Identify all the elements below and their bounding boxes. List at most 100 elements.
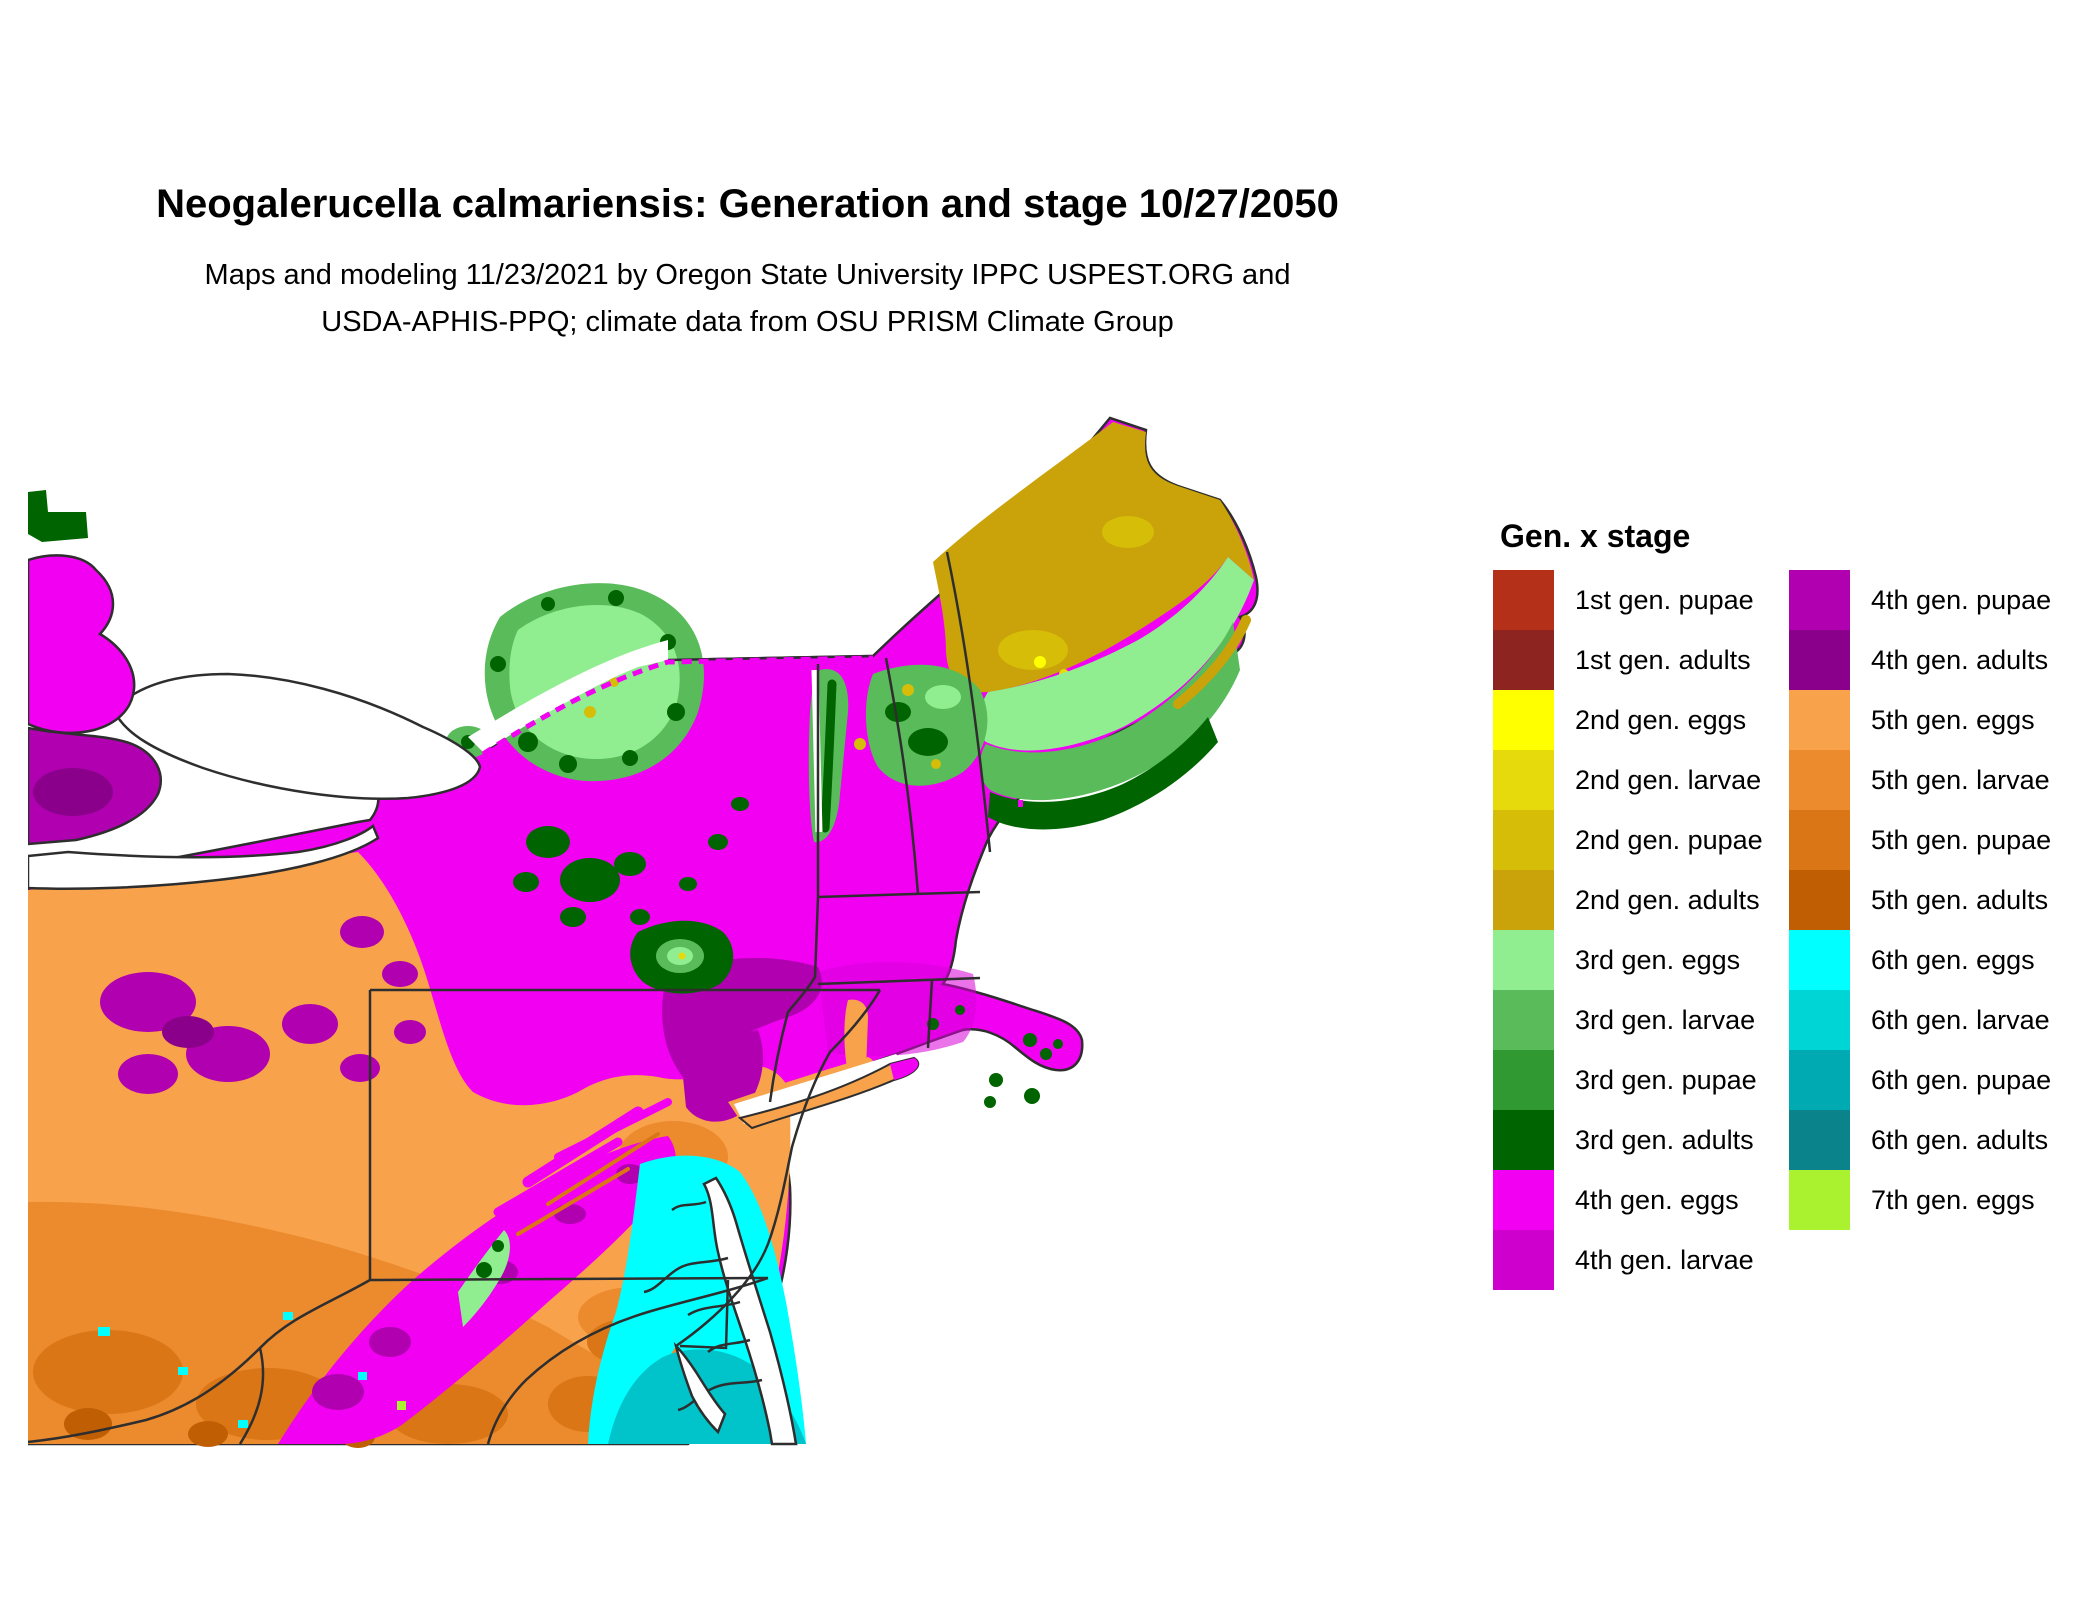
adirondacks-gold-speck2 xyxy=(609,677,619,687)
border-ri-ct xyxy=(926,979,934,1049)
legend-label: 2nd gen. pupae xyxy=(1575,824,1763,855)
region-maine-coast-gold-fringe xyxy=(1173,615,1251,709)
phenology-map xyxy=(28,412,1268,1452)
region-green-mountains-dark xyxy=(820,679,837,833)
region-shenandoah-dark1 xyxy=(476,1262,492,1278)
region-purple-west-pa xyxy=(100,916,426,1094)
legend-swatch xyxy=(1789,750,1850,810)
chesapeake-bay xyxy=(702,1176,798,1446)
nh-gold-speck1 xyxy=(902,684,914,696)
st-lawrence-river xyxy=(468,640,668,752)
lake-erie xyxy=(28,823,380,890)
region-maine-yellow1 xyxy=(1034,656,1046,668)
border-ny-ct xyxy=(768,896,820,1103)
legend-label: 6th gen. larvae xyxy=(1871,1004,2050,1035)
legend-column-2: 4th gen. pupae 4th gen. adults 5th gen. eg… xyxy=(1789,570,2051,1230)
legend-label: 4th gen. adults xyxy=(1871,644,2049,675)
region-allegheny-dark-green xyxy=(513,797,749,927)
legend-label: 6th gen. pupae xyxy=(1871,1064,2052,1095)
border-mason-dixon xyxy=(369,1276,769,1282)
border-de-md xyxy=(679,1279,730,1350)
map-title: Neogalerucella calmariensis: Generation … xyxy=(156,182,1339,226)
border-ohio-river xyxy=(28,1278,371,1444)
border-ma-north xyxy=(817,890,981,899)
cyan-specks xyxy=(98,1312,367,1428)
border-ma-south xyxy=(817,976,981,986)
region-ontario-magenta xyxy=(28,554,136,735)
legend-swatch xyxy=(1493,1110,1554,1170)
region-orange-mid-band xyxy=(28,1201,676,1444)
legend-item: 3rd gen. pupae xyxy=(1493,1050,1763,1110)
legend-item: 6th gen. eggs xyxy=(1789,930,2051,990)
region-maine-midgreen xyxy=(979,622,1240,801)
region-nw-dark-green xyxy=(28,490,88,542)
legend-label: 4th gen. larvae xyxy=(1575,1244,1754,1275)
ridge-stripes xyxy=(493,1098,672,1236)
region-long-island-east-magenta xyxy=(890,1058,919,1080)
legend-swatch xyxy=(1493,870,1554,930)
region-ontario-purple-dark xyxy=(33,768,113,816)
region-shenandoah-dark2 xyxy=(492,1240,504,1252)
legend-item: 4th gen. eggs xyxy=(1493,1170,1763,1230)
legend-swatch xyxy=(1789,990,1850,1050)
legend-swatch xyxy=(1493,810,1554,870)
legend-swatch xyxy=(1789,570,1850,630)
legend-label: 1st gen. adults xyxy=(1575,644,1751,675)
legend-item: 2nd gen. larvae xyxy=(1493,750,1763,810)
legend-label: 6th gen. adults xyxy=(1871,1124,2049,1155)
legend-swatch xyxy=(1493,690,1554,750)
legend-item: 2nd gen. pupae xyxy=(1493,810,1763,870)
legend-item: 5th gen. eggs xyxy=(1789,690,2051,750)
legend-label: 2nd gen. larvae xyxy=(1575,764,1762,795)
legend-swatch xyxy=(1789,810,1850,870)
subtitle-line-1: Maps and modeling 11/23/2021 by Oregon S… xyxy=(204,259,1291,291)
legend-swatch xyxy=(1789,1050,1850,1110)
border-nh-me xyxy=(945,551,992,853)
lake-ontario xyxy=(112,672,482,801)
legend-label: 3rd gen. pupae xyxy=(1575,1064,1757,1095)
delaware-bay xyxy=(673,1341,727,1435)
legend-label: 5th gen. adults xyxy=(1871,884,2049,915)
legend-item: 1st gen. adults xyxy=(1493,630,1763,690)
nh-gold-speck2 xyxy=(931,759,941,769)
legend-item: 7th gen. eggs xyxy=(1789,1170,2051,1230)
legend-label: 3rd gen. adults xyxy=(1575,1124,1754,1155)
region-catskills-yellow xyxy=(678,952,686,960)
legend-label: 1st gen. pupae xyxy=(1575,584,1754,615)
legend-item: 5th gen. pupae xyxy=(1789,810,2051,870)
legend-item: 5th gen. adults xyxy=(1789,870,2051,930)
border-ky-va xyxy=(238,1347,265,1445)
legend-swatch xyxy=(1789,1170,1850,1230)
border-delaware-river xyxy=(675,989,882,1348)
region-maine-gold xyxy=(933,422,1254,693)
legend-swatch xyxy=(1493,570,1554,630)
legend-swatch xyxy=(1789,930,1850,990)
region-southern-new-england-larvae xyxy=(818,962,977,1057)
legend-item: 3rd gen. eggs xyxy=(1493,930,1763,990)
legend-title: Gen. x stage xyxy=(1500,518,1691,554)
legend-item: 6th gen. adults xyxy=(1789,1110,2051,1170)
legend-item: 1st gen. pupae xyxy=(1493,570,1763,630)
border-vt-nh xyxy=(884,657,920,895)
legend-column-1: 1st gen. pupae 1st gen. adults 2nd gen. eg… xyxy=(1493,570,1763,1290)
vt-gold-speck xyxy=(854,738,866,750)
legend-label: 5th gen. eggs xyxy=(1871,704,2035,735)
legend-item: 2nd gen. adults xyxy=(1493,870,1763,930)
region-purple-west-pa-dark xyxy=(162,1016,214,1048)
legend-swatch xyxy=(1493,990,1554,1050)
state-borders xyxy=(28,551,992,1445)
legend-label: 4th gen. eggs xyxy=(1575,1184,1739,1215)
legend-label: 3rd gen. larvae xyxy=(1575,1004,1756,1035)
legend-label: 7th gen. eggs xyxy=(1871,1184,2035,1215)
region-white-mountains-dark2 xyxy=(885,702,911,722)
legend-swatch xyxy=(1493,630,1554,690)
region-maine-lightgreen xyxy=(978,557,1254,751)
legend-item: 6th gen. pupae xyxy=(1789,1050,2051,1110)
legend-swatch xyxy=(1789,690,1850,750)
map-subtitle: Maps and modeling 11/23/2021 by Oregon S… xyxy=(75,252,1420,346)
legend-swatch xyxy=(1789,630,1850,690)
region-white-mountains-light xyxy=(925,685,961,709)
legend-label: 2nd gen. eggs xyxy=(1575,704,1747,735)
legend-item: 4th gen. adults xyxy=(1789,630,2051,690)
